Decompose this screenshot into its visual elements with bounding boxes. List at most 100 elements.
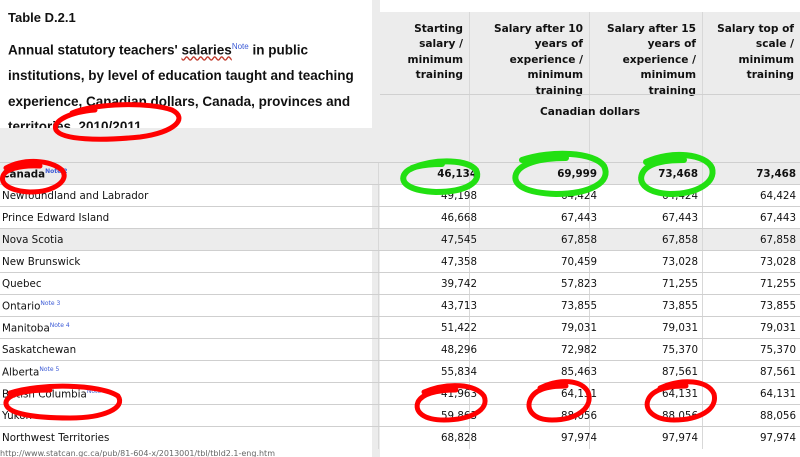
column-divider — [589, 251, 590, 273]
status-bar-url: http://www.statcan.gc.ca/pub/81-604-x/20… — [0, 450, 275, 457]
column-divider — [702, 383, 703, 405]
red-circle-bc-start — [414, 383, 488, 423]
red-circle-canada — [0, 159, 67, 195]
table-cell: 79,031 — [759, 322, 796, 334]
table-cell: 70,459 — [560, 256, 597, 268]
column-divider — [378, 383, 379, 405]
column-divider — [469, 427, 470, 449]
column-divider — [469, 185, 470, 207]
table-cell: 43,713 — [440, 300, 477, 312]
table-cell: 71,255 — [759, 278, 796, 290]
table-cell: 73,028 — [661, 256, 698, 268]
column-divider — [469, 317, 470, 339]
table-cell: 64,131 — [661, 388, 698, 400]
row-note-link[interactable]: Note 5 — [39, 366, 60, 373]
row-note-link[interactable]: Note 3 — [40, 300, 61, 307]
table-cell: 55,834 — [440, 366, 477, 378]
row-label: Quebec — [2, 278, 42, 290]
green-circle-canada-15yr — [638, 151, 716, 197]
table-cell: 75,370 — [759, 344, 796, 356]
column-divider — [469, 273, 470, 295]
row-note-link[interactable]: Note 2 — [45, 168, 68, 175]
column-divider — [702, 361, 703, 383]
column-divider — [378, 273, 379, 295]
column-header-top-of-scale: Salary top of scale / minimum training — [703, 12, 800, 162]
column-divider — [702, 339, 703, 361]
table-row: AlbertaNote 5 55,834 85,463 87,561 87,561 — [0, 360, 800, 383]
table-cell: 71,255 — [661, 278, 698, 290]
column-divider — [702, 207, 703, 229]
row-label: Nova Scotia — [2, 234, 64, 246]
red-circle-year — [53, 102, 182, 142]
column-divider — [702, 317, 703, 339]
column-divider — [589, 339, 590, 361]
table-cell: 46,668 — [440, 212, 477, 224]
row-label: Northwest Territories — [2, 432, 110, 444]
table-cell: 64,131 — [759, 388, 796, 400]
table-cell: 67,443 — [759, 212, 796, 224]
column-divider — [378, 295, 379, 317]
row-label: AlbertaNote 5 — [2, 366, 60, 379]
column-divider — [589, 229, 590, 251]
title-note-link[interactable]: Note — [231, 42, 249, 51]
table-row: Nova Scotia 47,545 67,858 67,858 67,858 — [0, 228, 800, 251]
table-row: Saskatchewan 48,296 72,982 75,370 75,370 — [0, 338, 800, 361]
table-cell: 67,858 — [759, 234, 796, 246]
column-divider — [702, 427, 703, 449]
column-divider — [469, 339, 470, 361]
column-header-10-years: Salary after 10 years of experience / mi… — [470, 12, 590, 162]
table-cell: 48,296 — [440, 344, 477, 356]
column-divider — [469, 295, 470, 317]
column-divider — [589, 207, 590, 229]
row-label: New Brunswick — [2, 256, 81, 268]
table-cell: 73,468 — [658, 168, 698, 180]
row-note-link[interactable]: Note 6 — [86, 388, 107, 395]
table-cell: 47,358 — [440, 256, 477, 268]
table-cell: 79,031 — [661, 322, 698, 334]
column-divider — [378, 317, 379, 339]
column-divider — [589, 427, 590, 449]
table-caption: Table D.2.1 Annual statutory teachers' s… — [0, 0, 372, 134]
column-divider — [378, 427, 379, 449]
row-note-link[interactable]: Note 4 — [49, 322, 70, 329]
table-cell: 97,974 — [759, 432, 796, 444]
column-divider — [378, 405, 379, 427]
table-cell: 67,858 — [661, 234, 698, 246]
table-cell: 67,858 — [560, 234, 597, 246]
table-cell: 39,742 — [440, 278, 477, 290]
table-cell: 97,974 — [560, 432, 597, 444]
red-circle-british-columbia — [3, 383, 123, 421]
table-cell: 97,974 — [661, 432, 698, 444]
column-divider — [378, 207, 379, 229]
column-divider — [589, 185, 590, 207]
table-row: Northwest Territories 68,828 97,974 97,974 9… — [0, 426, 800, 449]
table-cell: 72,982 — [560, 344, 597, 356]
column-divider — [702, 295, 703, 317]
column-divider — [469, 163, 470, 185]
column-divider — [378, 229, 379, 251]
column-divider — [589, 295, 590, 317]
green-circle-canada-10yr — [512, 150, 609, 197]
table-cell: 73,028 — [759, 256, 796, 268]
column-divider — [702, 229, 703, 251]
table-cell: 67,443 — [560, 212, 597, 224]
column-divider — [469, 251, 470, 273]
table-cell: 68,828 — [440, 432, 477, 444]
table-cell: 69,999 — [557, 168, 597, 180]
column-header-starting: Starting salary / minimum training — [380, 12, 470, 162]
table-cell: 64,424 — [759, 190, 796, 202]
column-divider — [589, 273, 590, 295]
column-divider — [702, 163, 703, 185]
column-divider — [589, 317, 590, 339]
table-cell: 73,855 — [560, 300, 597, 312]
row-label: Saskatchewan — [2, 344, 77, 356]
table-cell: 87,561 — [759, 366, 796, 378]
green-circle-canada-start — [400, 158, 481, 195]
table-row: Prince Edward Island 46,668 67,443 67,443 67… — [0, 206, 800, 229]
column-divider — [378, 339, 379, 361]
red-circle-bc-15yr — [644, 379, 717, 423]
table-cell: 51,422 — [440, 322, 477, 334]
column-divider — [469, 207, 470, 229]
table-cell: 75,370 — [661, 344, 698, 356]
